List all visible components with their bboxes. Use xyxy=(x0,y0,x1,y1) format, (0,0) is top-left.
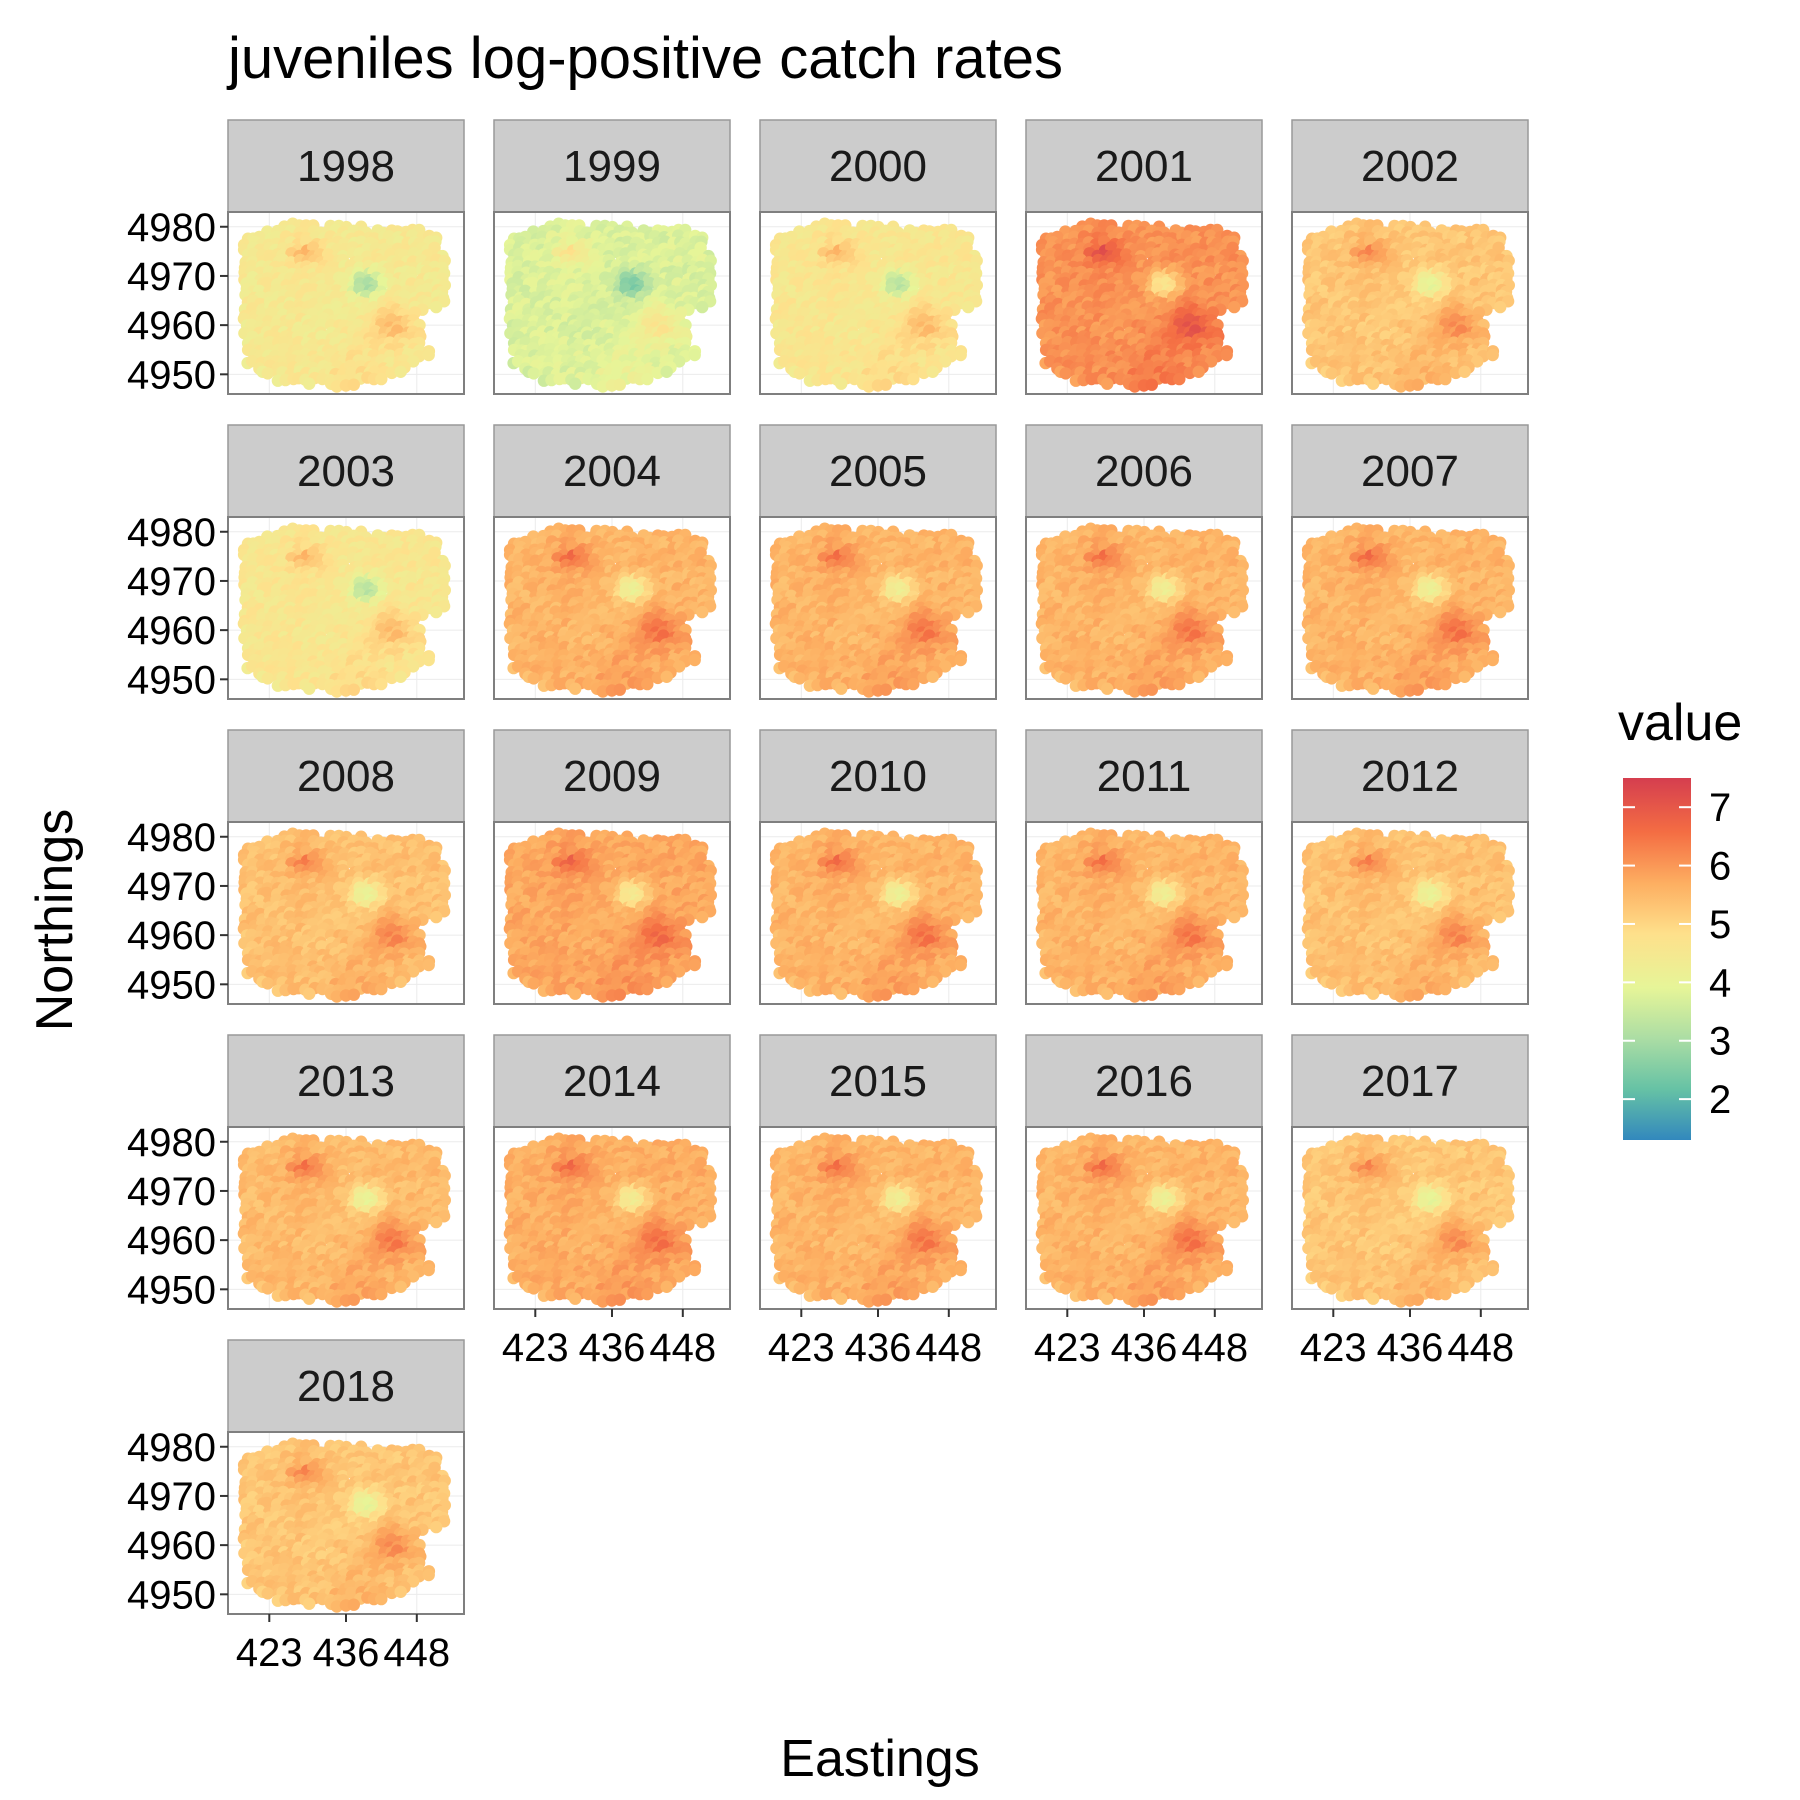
heat-cell xyxy=(907,372,920,386)
heat-cell xyxy=(1173,372,1186,386)
heat-cell xyxy=(1439,372,1452,386)
heat-cell xyxy=(527,367,540,380)
heat-cell xyxy=(1192,365,1205,378)
heat-cell xyxy=(261,367,274,380)
heat-cell xyxy=(696,605,709,619)
heat-cell xyxy=(954,348,967,362)
facet-panel-2000: 2000 xyxy=(759,119,997,395)
heat-cell xyxy=(303,682,316,695)
facet-label: 1999 xyxy=(563,142,661,191)
heat-cell xyxy=(1059,367,1072,380)
y-tick-label: 4960 xyxy=(127,304,216,348)
heat-cell xyxy=(1228,300,1241,314)
heat-cell xyxy=(660,365,673,378)
heat-cell xyxy=(835,377,848,390)
heat-cell xyxy=(430,605,443,619)
facet-panel-2002: 2002 xyxy=(1291,119,1529,395)
heat-cell xyxy=(660,670,673,683)
facet-panel-2005: 2005 xyxy=(759,424,997,700)
heat-cell xyxy=(407,355,420,368)
heat-cell xyxy=(422,653,435,667)
facet-border xyxy=(227,211,465,395)
facet-label: 2004 xyxy=(563,447,661,496)
heat-cell xyxy=(569,377,582,390)
y-tick-label: 4950 xyxy=(127,353,216,397)
heat-cell xyxy=(347,683,360,696)
heat-cell xyxy=(261,672,274,685)
heat-cell xyxy=(1367,377,1380,390)
heat-cell xyxy=(569,682,582,695)
facet-panel-1998: 1998 4980 4970 4960 4950 xyxy=(127,119,465,397)
facet-label: 1998 xyxy=(297,142,395,191)
y-tick-label: 4980 xyxy=(127,511,216,555)
heat-cell xyxy=(1411,378,1425,391)
heat-cell xyxy=(613,378,626,391)
heat-cell xyxy=(430,300,443,314)
heat-cell xyxy=(879,378,892,391)
facet-label: 2003 xyxy=(297,447,395,496)
heat-cell xyxy=(926,365,939,378)
heat-cells xyxy=(237,217,451,393)
facet-label: 2001 xyxy=(1095,142,1193,191)
heat-cell xyxy=(1145,378,1159,391)
facet-label: 2005 xyxy=(829,447,927,496)
heat-cell xyxy=(394,670,407,683)
facet-grid: 1998 4980 4970 4960 4950 1999 2000 2001 2002 2003… xyxy=(127,119,1529,1675)
heat-cell xyxy=(1486,348,1499,362)
heat-cell xyxy=(696,300,709,314)
facet-label: 2002 xyxy=(1361,142,1459,191)
heat-cell xyxy=(422,348,435,362)
heat-cell xyxy=(1220,348,1233,362)
facet-strip xyxy=(227,119,465,213)
facet-panel-1999: 1999 xyxy=(493,119,731,395)
heat-cell xyxy=(1494,300,1507,314)
facet-panel-2001: 2001 xyxy=(1025,119,1263,395)
heat-cell xyxy=(641,677,654,691)
y-tick-label: 4980 xyxy=(127,206,216,250)
y-tick-label: 4950 xyxy=(127,658,216,702)
heat-cell xyxy=(1458,365,1471,378)
heat-cell xyxy=(303,377,316,390)
heat-cell xyxy=(688,348,701,362)
heat-cell xyxy=(1101,377,1114,390)
heat-cell xyxy=(375,677,388,691)
heat-cell xyxy=(527,672,540,685)
facet-panel-2004: 2004 xyxy=(493,424,731,700)
heat-cell xyxy=(613,683,626,696)
facet-strip xyxy=(493,119,731,213)
chart-title: juveniles log-positive catch rates xyxy=(226,26,1063,91)
y-tick-label: 4960 xyxy=(127,609,216,653)
heat-cell xyxy=(962,300,975,314)
heat-cell xyxy=(793,367,806,380)
heat-cell xyxy=(375,372,388,386)
y-tick-label: 4970 xyxy=(127,560,216,604)
heat-cell xyxy=(688,653,701,667)
facet-panel-2003: 2003 4980 4970 4960 4950 xyxy=(127,424,465,702)
heat-cells xyxy=(503,217,717,393)
facet-label: 2000 xyxy=(829,142,927,191)
heat-cell xyxy=(394,365,407,378)
heat-cell xyxy=(347,378,360,391)
y-tick-label: 4970 xyxy=(127,255,216,299)
heat-cell xyxy=(641,372,654,386)
heat-cell xyxy=(330,380,343,393)
heat-cell xyxy=(1325,367,1338,380)
